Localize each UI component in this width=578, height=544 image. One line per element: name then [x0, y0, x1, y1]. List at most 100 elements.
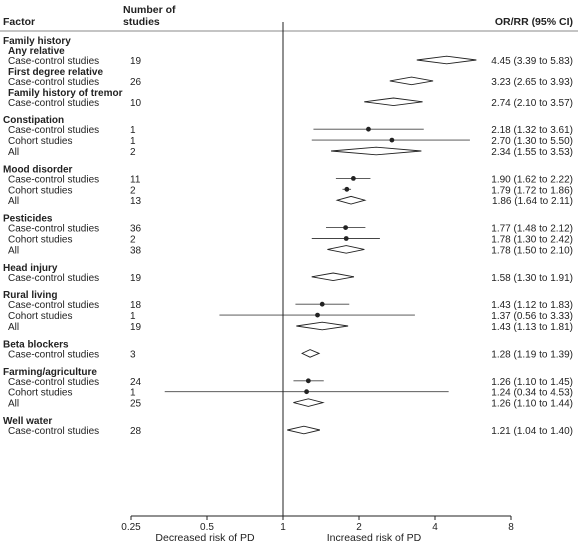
study-type-label: All [8, 147, 19, 158]
effect-estimate-text: 1.77 (1.48 to 2.12) [491, 224, 573, 235]
factor-group-label: Mood disorder [3, 164, 73, 175]
study-type-label: Case-control studies [8, 174, 99, 185]
point-estimate [305, 378, 311, 384]
direction-right-label: Increased risk of PD [327, 532, 422, 544]
factor-group-label: Farming/agriculture [3, 367, 97, 378]
study-count: 19 [130, 273, 142, 284]
pooled-estimate-diamond [364, 97, 423, 107]
header-studies-line2: studies [123, 16, 160, 28]
study-type-label: Case-control studies [8, 125, 99, 136]
study-count: 28 [130, 426, 142, 437]
effect-estimate-text: 1.86 (1.64 to 2.11) [492, 196, 573, 207]
x-tick-label: 2 [356, 522, 362, 533]
study-count: 3 [130, 349, 136, 360]
study-type-label: Cohort studies [8, 235, 72, 246]
direction-left-label: Decreased risk of PD [155, 532, 255, 544]
pooled-estimate-diamond [389, 76, 434, 86]
study-type-label: Cohort studies [8, 311, 72, 322]
point-estimate [315, 312, 320, 318]
effect-estimate-text: 1.26 (1.10 to 1.44) [491, 399, 573, 410]
study-type-label: All [8, 399, 19, 410]
pooled-estimate-diamond [331, 146, 422, 156]
study-count: 19 [130, 56, 142, 67]
x-tick-label: 1 [280, 522, 286, 533]
pooled-estimate-diamond [287, 425, 320, 435]
factor-group-label: Constipation [3, 115, 64, 126]
x-tick-label: 4 [432, 522, 438, 533]
study-count: 19 [130, 322, 142, 333]
study-type-label: Case-control studies [8, 56, 99, 67]
effect-estimate-text: 2.34 (1.55 to 3.53) [491, 147, 573, 158]
effect-estimate-text: 2.74 (2.10 to 3.57) [491, 98, 573, 109]
header-factor: Factor [3, 16, 35, 28]
study-type-label: All [8, 245, 19, 256]
effect-estimate-text: 3.23 (2.65 to 3.93) [491, 77, 573, 88]
study-count: 1 [130, 125, 136, 136]
effect-estimate-text: 1.37 (0.56 to 3.33) [491, 311, 573, 322]
study-count: 13 [130, 196, 142, 207]
point-estimate [319, 301, 325, 307]
effect-estimate-text: 1.78 (1.50 to 2.10) [491, 245, 573, 256]
factor-group-label: Beta blockers [3, 339, 69, 350]
effect-estimate-text: 1.58 (1.30 to 1.91) [491, 273, 573, 284]
header-studies: Number of studies [123, 4, 178, 28]
pooled-estimate-diamond [311, 272, 355, 282]
effect-estimate-text: 1.90 (1.62 to 2.22) [491, 174, 573, 185]
study-type-label: All [8, 322, 19, 333]
study-type-label: Case-control studies [8, 273, 99, 284]
study-type-label: All [8, 196, 19, 207]
effect-estimate-text: 1.26 (1.10 to 1.45) [491, 377, 573, 388]
study-type-label: Case-control studies [8, 98, 99, 109]
point-estimate [389, 137, 395, 143]
effect-estimate-text: 1.43 (1.13 to 1.81) [491, 322, 573, 333]
study-type-label: Case-control studies [8, 377, 99, 388]
study-type-label: Case-control studies [8, 426, 99, 437]
pooled-estimate-diamond [335, 195, 367, 205]
study-count: 2 [130, 147, 136, 158]
study-type-label: Cohort studies [8, 185, 72, 196]
study-count: 11 [130, 174, 141, 185]
study-type-label: Case-control studies [8, 349, 99, 360]
study-count: 1 [130, 311, 136, 322]
effect-estimate-text: 1.28 (1.19 to 1.39) [491, 349, 573, 360]
factor-group-label: Head injury [3, 263, 58, 274]
study-type-label: Case-control studies [8, 77, 99, 88]
header-studies-line1: Number of [123, 4, 176, 16]
study-count: 1 [130, 136, 136, 147]
factor-subgroup-label: First degree relative [8, 67, 103, 78]
pooled-estimate-diamond [296, 321, 349, 331]
effect-estimate-text: 1.78 (1.30 to 2.42) [491, 235, 573, 246]
x-axis: 0.25 0.5 1 2 4 8 [121, 22, 514, 533]
point-estimate [366, 126, 371, 132]
x-tick-label: 0.25 [121, 522, 141, 533]
study-type-label: Cohort studies [8, 388, 72, 399]
effect-estimate-text: 1.24 (0.34 to 4.53) [491, 388, 573, 399]
point-estimate [350, 176, 356, 181]
study-count: 18 [130, 300, 142, 311]
effect-estimate-text: 1.79 (1.72 to 1.86) [491, 185, 573, 196]
study-type-label: Case-control studies [8, 224, 99, 235]
x-tick-label: 0.5 [200, 522, 214, 533]
study-type-label: Case-control studies [8, 300, 99, 311]
study-count: 10 [130, 98, 142, 109]
study-count: 36 [130, 224, 142, 235]
study-count: 26 [130, 77, 142, 88]
study-count: 1 [130, 388, 136, 399]
factor-subgroup-label: Family history of tremor [8, 88, 123, 99]
study-count: 38 [130, 245, 142, 256]
effect-estimate-text: 4.45 (3.39 to 5.83) [491, 56, 573, 67]
point-estimate [343, 236, 349, 241]
effect-estimate-text: 1.43 (1.12 to 1.83) [491, 300, 573, 311]
effect-estimate-text: 2.70 (1.30 to 5.50) [491, 136, 573, 147]
effect-estimate-text: 2.18 (1.32 to 3.61) [491, 125, 573, 136]
study-count: 2 [130, 235, 136, 246]
point-estimate [304, 389, 309, 395]
factor-group-label: Family history [3, 36, 71, 47]
x-tick-label: 8 [508, 522, 514, 533]
pooled-estimate-diamond [293, 398, 325, 407]
factor-group-label: Rural living [3, 290, 57, 301]
pooled-estimate-diamond [301, 349, 321, 358]
point-estimate [344, 186, 350, 192]
